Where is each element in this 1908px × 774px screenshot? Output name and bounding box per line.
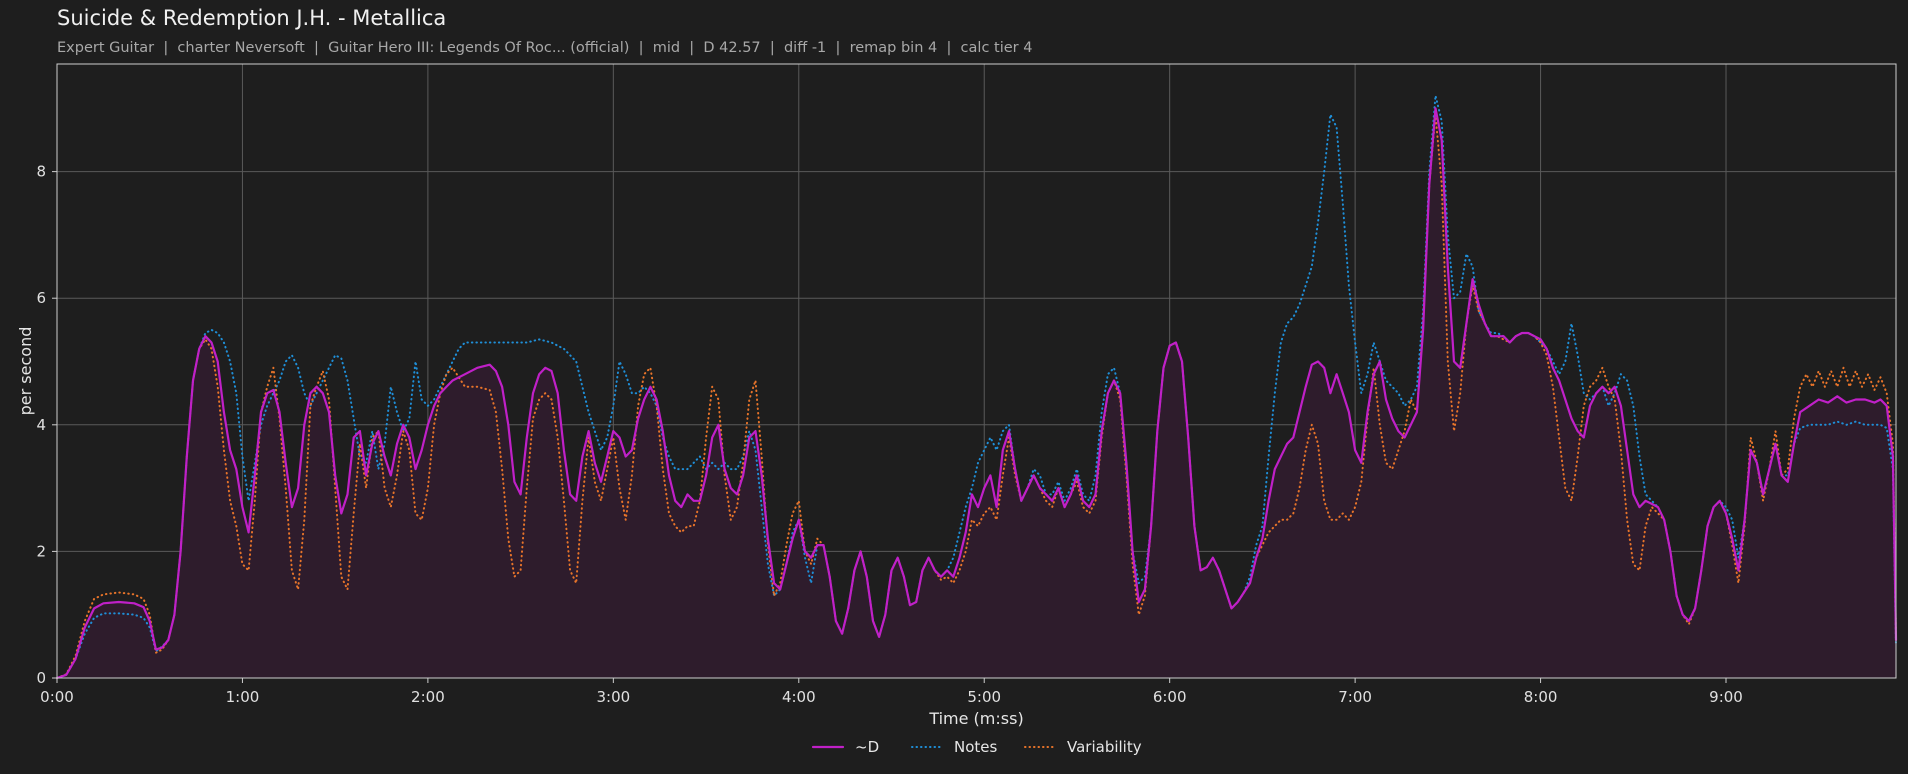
d-area-fill xyxy=(57,108,1896,679)
axis-ticks: 0:00 1:00 2:00 3:00 4:00 5:00 6:00 7:00 8:00 9:00… xyxy=(36,163,1742,706)
x-tick-label: 3:00 xyxy=(596,688,630,706)
x-tick-label: 1:00 xyxy=(226,688,260,706)
x-tick-label: 4:00 xyxy=(782,688,816,706)
x-tick-label: 2:00 xyxy=(411,688,445,706)
x-tick-label: 6:00 xyxy=(1153,688,1187,706)
legend-label: Notes xyxy=(954,738,998,756)
x-tick-label: 0:00 xyxy=(40,688,74,706)
x-tick-label: 7:00 xyxy=(1338,688,1372,706)
legend-label: Variability xyxy=(1067,738,1142,756)
y-tick-label: 0 xyxy=(36,669,46,687)
x-axis-label: Time (m:ss) xyxy=(928,709,1023,728)
series-line-d xyxy=(55,107,1898,680)
chart-title: Suicide & Redemption J.H. - Metallica xyxy=(57,6,447,30)
x-tick-label: 5:00 xyxy=(967,688,1001,706)
y-tick-label: 6 xyxy=(36,289,46,307)
chart-subtitle: Expert Guitar | charter Neversoft | Guit… xyxy=(57,40,1033,56)
y-tick-label: 4 xyxy=(36,416,46,434)
y-tick-label: 2 xyxy=(36,542,46,560)
d-fill-area xyxy=(57,108,1896,679)
legend-label: ~D xyxy=(855,738,879,756)
y-tick-label: 8 xyxy=(36,163,46,181)
plot-frame xyxy=(56,63,1897,679)
x-tick-label: 8:00 xyxy=(1524,688,1558,706)
series-lines xyxy=(55,94,1898,680)
series-line-variability xyxy=(56,113,1897,679)
legend: ~D Notes Variability xyxy=(811,738,1142,756)
y-axis-label: per second xyxy=(16,327,35,416)
x-tick-label: 9:00 xyxy=(1709,688,1743,706)
